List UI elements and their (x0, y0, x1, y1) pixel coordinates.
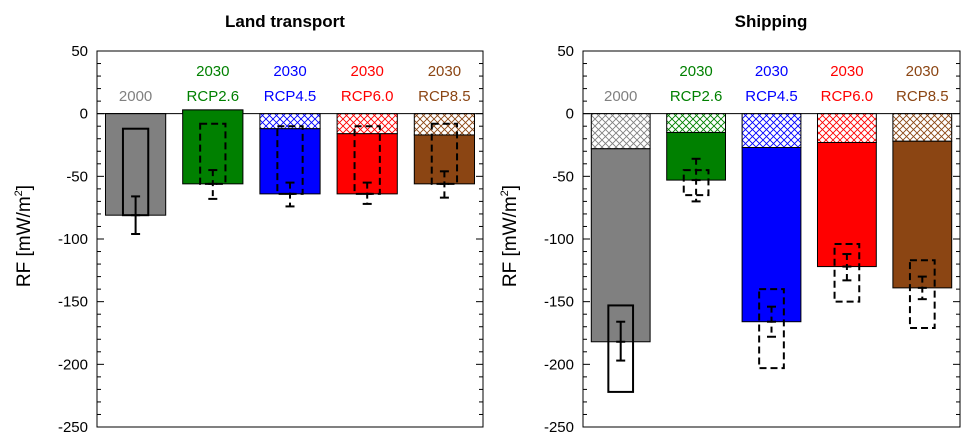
bar-group: 2030 RCP8.5 (413, 63, 476, 199)
y-tick-label: -200 (544, 356, 574, 373)
outline-box (908, 259, 936, 329)
y-axis-label-superscript: 2 (13, 190, 25, 196)
bar-hatched-segment (816, 113, 877, 143)
y-tick-label: 50 (557, 43, 574, 60)
plot-frame (96, 50, 484, 428)
category-scenario-label: RCP8.5 (896, 88, 949, 105)
bar-group: 2030 RCP2.6 (666, 63, 727, 203)
bar-group: 2030 RCP8.5 (892, 63, 953, 329)
y-tick-label: -100 (544, 231, 574, 248)
y-axis-label-text: RF [mW/m (14, 196, 35, 287)
bar-solid-segment (741, 147, 802, 323)
category-year-label: 2030 (830, 63, 863, 80)
panel-shipping: Shipping RF [mW/m2] 2000 2030 RCP2.6 2030 RC… (499, 12, 961, 436)
category-scenario-label: RCP4.5 (264, 88, 317, 105)
bar-hatched-segment (741, 113, 802, 149)
y-axis-label: RF [mW/m2] (13, 185, 35, 287)
y-axis-label-suffix: ] (500, 185, 521, 190)
bar-group: 2030 RCP6.0 (336, 63, 398, 205)
error-bar (362, 181, 372, 205)
y-axis-label: RF [mW/m2] (499, 185, 521, 287)
outline-box (833, 243, 861, 303)
panel-land-transport: Land transport RF [mW/m2] 2000 2030 RCP2.6… (13, 12, 484, 436)
bar-solid-segment (892, 140, 953, 289)
category-year-label: 2030 (273, 63, 306, 80)
error-bar (131, 195, 141, 235)
bar-hatched-segment (666, 113, 727, 133)
outline-box (199, 122, 227, 185)
y-tick-label: -250 (544, 419, 574, 436)
error-bar (208, 169, 218, 200)
y-tick-label: -50 (66, 168, 88, 185)
y-tick-label: -150 (544, 294, 574, 311)
category-scenario-label: RCP8.5 (418, 88, 471, 105)
category-scenario-label: RCP4.5 (745, 88, 798, 105)
bar-hatched-segment (590, 113, 651, 150)
bar-group: 2030 RCP6.0 (816, 63, 877, 303)
bar-hatched-segment (336, 113, 398, 135)
y-tick-label: -250 (58, 419, 88, 436)
y-tick-label: -50 (552, 168, 574, 185)
outline-box (430, 122, 459, 185)
error-bar (439, 170, 449, 199)
bar-group: 2030 RCP2.6 (182, 63, 244, 200)
y-tick-label: -200 (58, 356, 88, 373)
category-year-label: 2000 (119, 88, 152, 105)
category-scenario-label: RCP6.0 (341, 88, 394, 105)
error-bar (842, 253, 852, 282)
bar-solid-segment (590, 148, 651, 343)
category-year-label: 2030 (679, 63, 712, 80)
category-scenario-label: RCP2.6 (670, 88, 723, 105)
category-year-label: 2000 (604, 88, 637, 105)
bar-group: 2000 (590, 88, 651, 393)
category-year-label: 2030 (196, 63, 229, 80)
outline-box (758, 288, 785, 370)
y-tick-label: 0 (566, 106, 574, 123)
category-scenario-label: RCP6.0 (821, 88, 874, 105)
category-year-label: 2030 (351, 63, 384, 80)
error-bar (285, 181, 295, 208)
bar-group: 2030 RCP4.5 (259, 63, 321, 208)
y-tick-label: -100 (58, 231, 88, 248)
error-bar (917, 275, 927, 301)
bar-hatched-segment (892, 113, 953, 142)
y-axis-label-superscript: 2 (499, 190, 511, 196)
y-tick-label: 0 (80, 106, 88, 123)
panel-title: Land transport (225, 12, 345, 31)
bar-group: 2000 (104, 88, 167, 235)
error-bar (691, 157, 701, 203)
error-bar (616, 320, 626, 362)
error-bar (767, 305, 776, 338)
outline-box (607, 304, 635, 393)
category-year-label: 2030 (755, 63, 788, 80)
category-year-label: 2030 (428, 63, 461, 80)
y-tick-label: -150 (58, 294, 88, 311)
category-year-label: 2030 (906, 63, 939, 80)
category-scenario-label: RCP2.6 (187, 88, 240, 105)
y-axis-label-suffix: ] (14, 185, 35, 190)
panel-title: Shipping (735, 12, 808, 31)
bar-group: 2030 RCP4.5 (741, 63, 802, 370)
y-tick-label: 50 (71, 43, 88, 60)
y-axis-label-text: RF [mW/m (500, 196, 521, 287)
bar-solid-segment (816, 141, 877, 268)
